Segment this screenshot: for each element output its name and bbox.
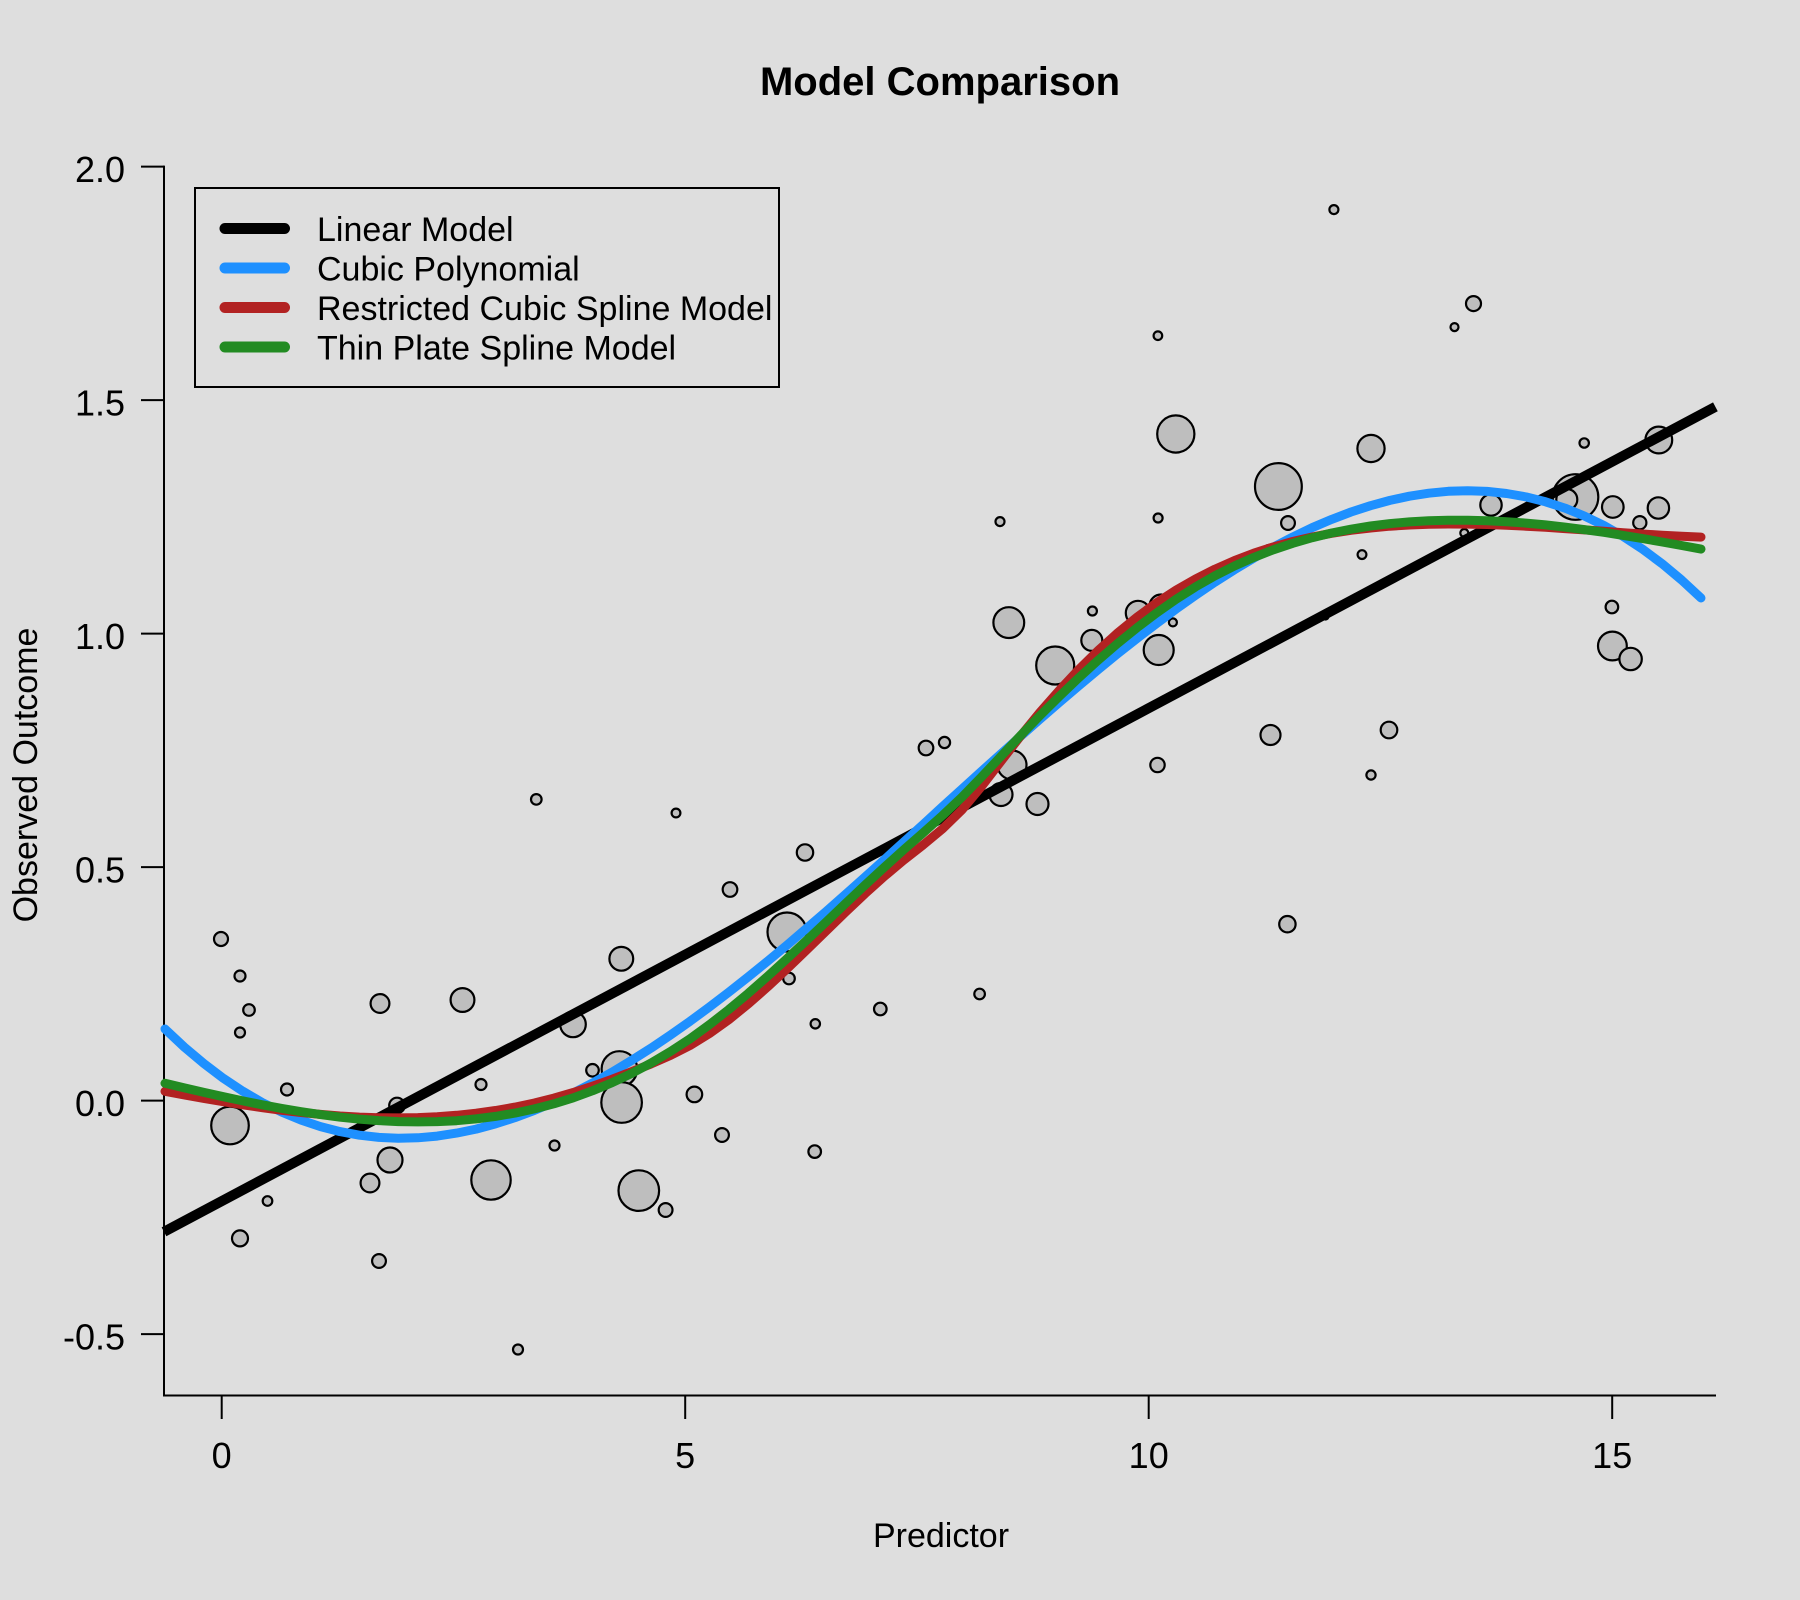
svg-text:Cubic Polynomial: Cubic Polynomial [317,251,580,289]
svg-text:0: 0 [212,1435,232,1476]
svg-text:2.0: 2.0 [75,149,125,190]
svg-text:1.5: 1.5 [75,383,125,424]
svg-text:Thin Plate Spline Model: Thin Plate Spline Model [317,330,676,368]
svg-text:Restricted Cubic Spline Model: Restricted Cubic Spline Model [317,290,772,328]
svg-text:Observed Outcome: Observed Outcome [7,628,45,923]
svg-text:5: 5 [675,1435,695,1476]
svg-text:Linear Model: Linear Model [317,211,514,249]
svg-text:10: 10 [1129,1435,1169,1476]
svg-text:0.0: 0.0 [75,1083,125,1124]
svg-text:Predictor: Predictor [873,1517,1009,1555]
svg-text:15: 15 [1592,1435,1632,1476]
svg-text:0.5: 0.5 [75,850,125,891]
svg-text:1.0: 1.0 [75,616,125,657]
svg-text:Model Comparison: Model Comparison [760,60,1120,104]
svg-text:-0.5: -0.5 [63,1317,125,1358]
